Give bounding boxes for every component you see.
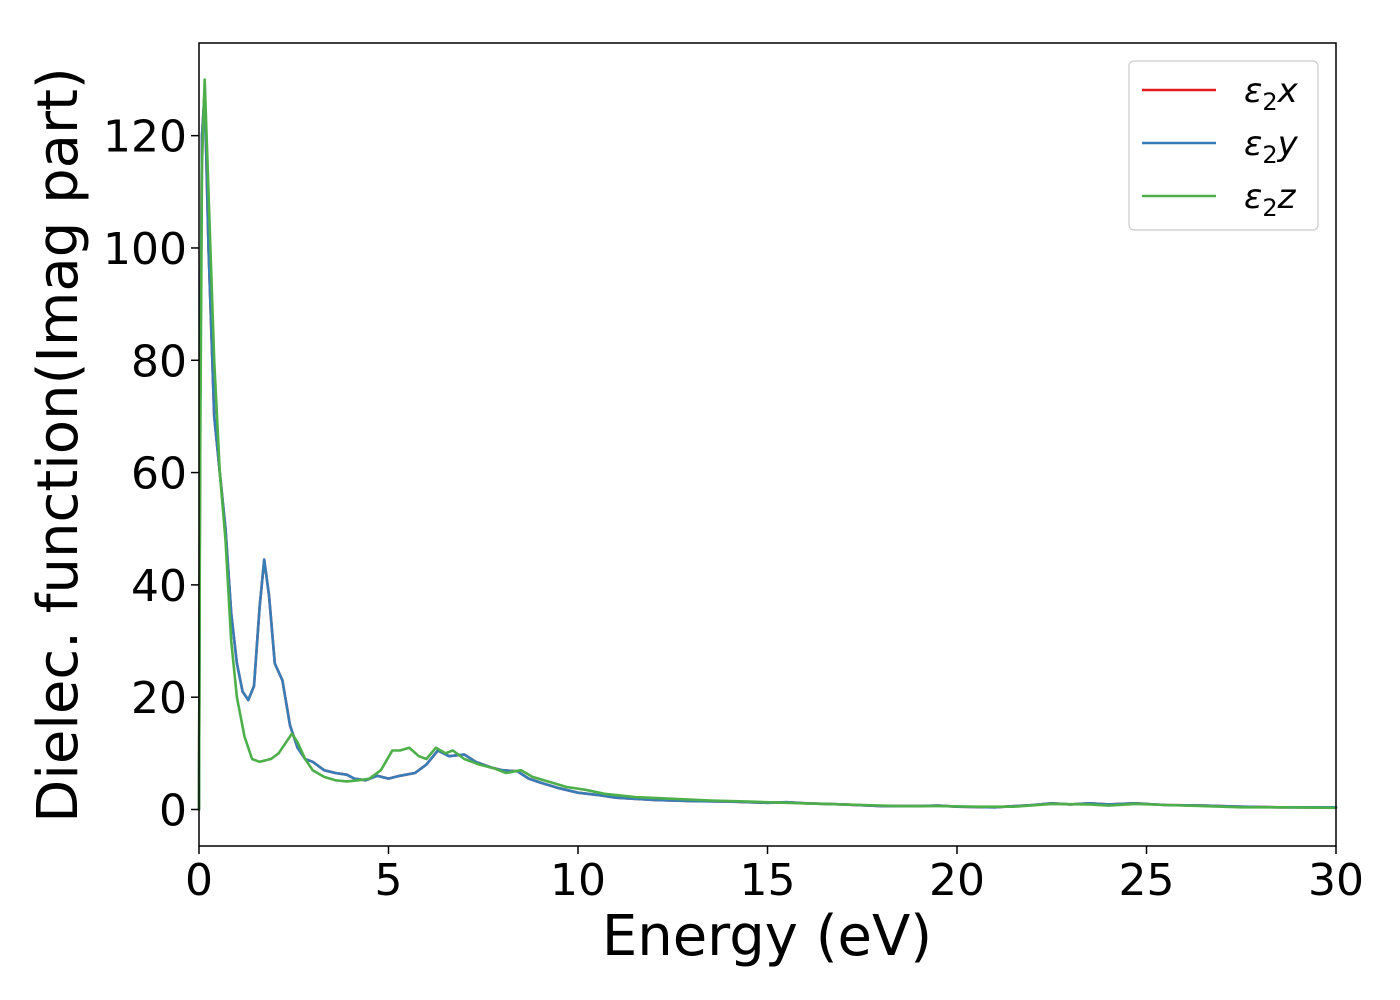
y-tick-label: 40 [131,561,187,612]
x-tick-label: 25 [1119,855,1175,906]
y-axis: 0 20 40 60 80 100 120 [103,112,199,837]
y-tick-label: 60 [131,449,187,500]
x-tick-label: 20 [929,855,985,906]
x-axis: 0 5 10 15 20 25 30 [185,846,1364,906]
legend-box [1128,60,1319,231]
x-axis-label: Energy (eV) [602,904,932,969]
legend-label-z: ε2z [1244,177,1297,222]
x-tick-label: 10 [550,855,606,906]
x-tick-label: 0 [185,855,213,906]
y-tick-label: 20 [131,673,187,724]
y-tick-label: 120 [103,112,187,163]
y-tick-label: 0 [159,786,187,837]
y-tick-label: 80 [131,336,187,387]
y-axis-label: Dielec. function(Imag part) [26,67,91,823]
legend: ε2x ε2y ε2z [1128,60,1319,231]
legend-label-y: ε2y [1244,124,1299,169]
legend-label-x: ε2x [1244,71,1299,116]
x-tick-label: 30 [1308,855,1364,906]
y-tick-label: 100 [103,224,187,275]
series-layer [197,78,1338,811]
series-line-z [197,78,1338,811]
x-tick-label: 5 [375,855,403,906]
x-tick-label: 15 [740,855,796,906]
